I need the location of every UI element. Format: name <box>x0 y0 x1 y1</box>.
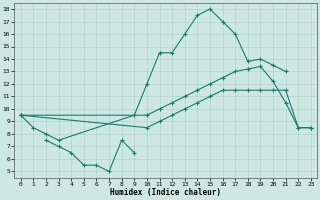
X-axis label: Humidex (Indice chaleur): Humidex (Indice chaleur) <box>110 188 221 197</box>
